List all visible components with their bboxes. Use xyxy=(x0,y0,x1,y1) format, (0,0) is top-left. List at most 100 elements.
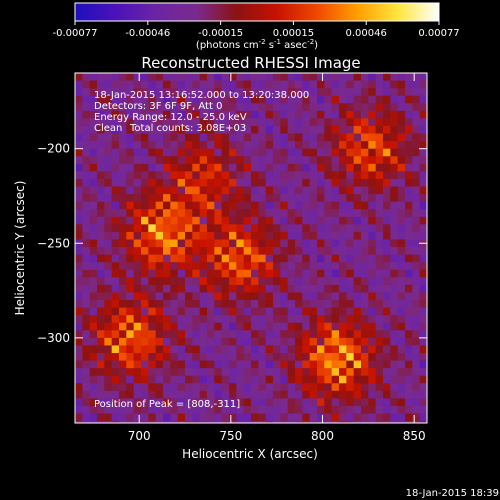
heatmap-cell xyxy=(155,375,164,384)
heatmap-cell xyxy=(221,262,230,271)
heatmap-cell xyxy=(317,163,325,172)
heatmap-cell xyxy=(82,103,91,112)
heatmap-cell xyxy=(89,110,98,120)
heatmap-cell xyxy=(243,292,252,301)
heatmap-cell xyxy=(405,284,413,294)
heatmap-cell xyxy=(243,231,252,241)
heatmap-cell xyxy=(324,337,333,347)
heatmap-cell xyxy=(383,337,391,347)
heatmap-cell xyxy=(368,103,377,112)
heatmap-cell xyxy=(258,73,267,82)
heatmap-cell xyxy=(111,103,120,112)
heatmap-cell xyxy=(199,413,208,422)
heatmap-cell xyxy=(185,141,193,150)
heatmap-cell xyxy=(192,390,201,400)
heatmap-cell xyxy=(405,201,413,210)
heatmap-cell xyxy=(353,307,362,316)
heatmap-cell xyxy=(405,292,413,301)
heatmap-cell xyxy=(170,262,179,271)
heatmap-cell xyxy=(405,421,413,423)
heatmap-cell xyxy=(126,292,135,301)
heatmap-cell xyxy=(375,80,384,89)
heatmap-cell xyxy=(141,80,149,89)
heatmap-cell xyxy=(155,262,164,271)
heatmap-cell xyxy=(368,118,377,127)
heatmap-cell xyxy=(405,80,413,89)
heatmap-cell xyxy=(185,95,193,104)
heatmap-cell xyxy=(361,148,369,157)
heatmap-cell xyxy=(280,239,289,248)
heatmap-cell xyxy=(155,421,164,423)
heatmap-cell xyxy=(390,110,399,120)
heatmap-cell xyxy=(133,284,142,294)
heatmap-cell xyxy=(258,224,267,233)
heatmap-cell xyxy=(419,148,427,157)
heatmap-cell xyxy=(82,201,91,210)
heatmap-cell xyxy=(133,353,142,362)
heatmap-cell xyxy=(302,171,311,180)
heatmap-cell xyxy=(229,224,237,233)
heatmap-cell xyxy=(199,125,208,135)
heatmap-cell xyxy=(375,405,384,415)
heatmap-cell xyxy=(331,80,340,89)
heatmap-cell xyxy=(141,353,149,362)
heatmap-cell xyxy=(111,254,120,263)
heatmap-cell xyxy=(126,216,135,225)
heatmap-cell xyxy=(295,390,303,400)
heatmap-cell xyxy=(302,292,311,301)
heatmap-cell xyxy=(361,315,369,324)
heatmap-cell xyxy=(353,383,362,392)
heatmap-cell xyxy=(309,163,318,172)
heatmap-cell xyxy=(221,194,230,203)
heatmap-cell xyxy=(383,194,391,203)
heatmap-cell xyxy=(214,307,223,316)
heatmap-cell xyxy=(155,254,164,263)
heatmap-cell xyxy=(75,330,83,339)
heatmap-cell xyxy=(133,398,142,407)
heatmap-cell xyxy=(82,209,91,218)
heatmap-cell xyxy=(192,103,201,112)
heatmap-cell xyxy=(177,345,186,354)
heatmap-cell xyxy=(126,201,135,210)
heatmap-cell xyxy=(243,413,252,422)
heatmap-cell xyxy=(221,156,230,165)
heatmap-cell xyxy=(258,269,267,278)
heatmap-cell xyxy=(111,194,120,203)
heatmap-cell xyxy=(155,209,164,218)
heatmap-cell xyxy=(207,269,215,278)
heatmap-cell xyxy=(185,390,193,400)
heatmap-cell xyxy=(295,163,303,172)
heatmap-cell xyxy=(251,125,259,135)
heatmap-cell xyxy=(273,239,281,248)
heatmap-cell xyxy=(207,360,215,369)
colorbar: -0.00077 -0.00046 -0.00015 0.00015 0.00046 0.… xyxy=(53,2,460,51)
heatmap-cell xyxy=(390,360,399,369)
heatmap-cell xyxy=(243,315,252,324)
heatmap-cell xyxy=(170,80,179,89)
heatmap-cell xyxy=(280,360,289,369)
heatmap-cell xyxy=(141,103,149,112)
heatmap-cell xyxy=(375,360,384,369)
heatmap-cell xyxy=(207,224,215,233)
heatmap-cell xyxy=(97,231,105,241)
heatmap-cell xyxy=(258,390,267,400)
heatmap-cell xyxy=(177,284,186,294)
heatmap-cell xyxy=(221,353,230,362)
heatmap-cell xyxy=(331,269,340,278)
heatmap-cell xyxy=(163,118,171,127)
heatmap-cell xyxy=(155,413,164,422)
heatmap-cell xyxy=(419,186,427,195)
heatmap-cell xyxy=(170,156,179,165)
heatmap-cell xyxy=(126,353,135,362)
heatmap-cell xyxy=(185,118,193,127)
energy-range-text: Energy Range: 12.0 - 25.0 keV xyxy=(94,112,247,123)
heatmap-cell xyxy=(265,368,274,377)
heatmap-cell xyxy=(331,247,340,256)
heatmap-cell xyxy=(170,315,179,324)
heatmap-cell xyxy=(148,322,157,331)
heatmap-cell xyxy=(346,375,355,384)
heatmap-cell xyxy=(229,73,237,82)
heatmap-cell xyxy=(353,390,362,400)
heatmap-cell xyxy=(214,375,223,384)
heatmap-cell xyxy=(199,216,208,225)
